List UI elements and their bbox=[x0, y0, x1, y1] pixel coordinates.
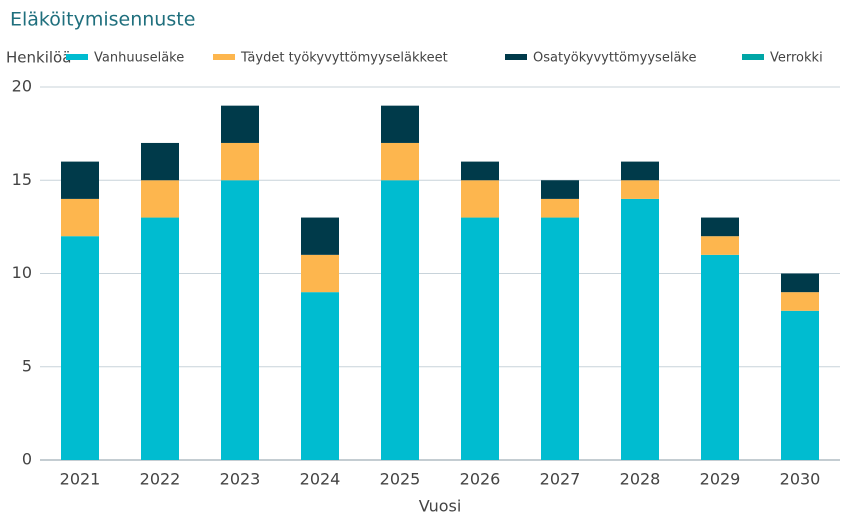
bar-segment bbox=[781, 292, 819, 311]
bar-segment bbox=[381, 142, 419, 181]
legend-label: Täydet työkyvyttömyyseläkkeet bbox=[240, 51, 448, 66]
chart-title: Eläköitymisennuste bbox=[10, 9, 195, 31]
legend-swatch bbox=[742, 54, 764, 60]
y-tick-label: 0 bbox=[22, 450, 32, 469]
bar-segment bbox=[781, 273, 819, 293]
x-tick-label: 2028 bbox=[620, 470, 661, 489]
bar-segment bbox=[701, 217, 739, 237]
bar-segment bbox=[61, 236, 99, 460]
bar-segment bbox=[781, 310, 819, 460]
bar-segment bbox=[221, 105, 259, 143]
bar-segment bbox=[301, 254, 339, 293]
bar-segment bbox=[141, 217, 179, 460]
legend-swatch bbox=[505, 54, 527, 60]
bar-segment bbox=[381, 105, 419, 143]
bar-segment bbox=[141, 180, 179, 218]
bar-segment bbox=[621, 161, 659, 181]
legend-label: Vanhuuseläke bbox=[94, 51, 184, 66]
x-tick-label: 2023 bbox=[220, 470, 261, 489]
bar-segment bbox=[701, 254, 739, 460]
bar-segment bbox=[301, 292, 339, 460]
x-tick-label: 2025 bbox=[380, 470, 421, 489]
x-tick-label: 2030 bbox=[780, 470, 821, 489]
bar-segment bbox=[541, 198, 579, 218]
x-axis-label: Vuosi bbox=[419, 497, 462, 516]
bar-segment bbox=[61, 161, 99, 199]
bar-segment bbox=[621, 180, 659, 199]
y-axis-label: Henkilöä bbox=[6, 49, 71, 67]
bar-segment bbox=[221, 142, 259, 181]
bar-segment bbox=[221, 180, 259, 460]
legend-label: Osatyökyvyttömyyseläke bbox=[533, 51, 696, 66]
x-tick-label: 2026 bbox=[460, 470, 501, 489]
x-tick-label: 2021 bbox=[60, 470, 101, 489]
bar-segment bbox=[701, 236, 739, 255]
bar-segment bbox=[381, 180, 419, 460]
bar-segment bbox=[461, 217, 499, 460]
legend-swatch bbox=[66, 54, 88, 60]
bar-segment bbox=[461, 180, 499, 218]
x-tick-label: 2022 bbox=[140, 470, 181, 489]
legend-swatch bbox=[213, 54, 235, 60]
y-tick-label: 5 bbox=[22, 356, 32, 375]
y-tick-label: 10 bbox=[12, 263, 32, 282]
bar-segment bbox=[541, 217, 579, 460]
bar-segment bbox=[61, 198, 99, 237]
bar-segment bbox=[141, 142, 179, 181]
legend-label: Verrokki bbox=[770, 51, 823, 66]
x-tick-label: 2024 bbox=[300, 470, 341, 489]
y-tick-label: 15 bbox=[12, 170, 32, 189]
x-tick-label: 2027 bbox=[540, 470, 581, 489]
bar-segment bbox=[461, 161, 499, 181]
bar-segment bbox=[301, 217, 339, 255]
y-tick-label: 20 bbox=[12, 77, 32, 96]
x-tick-label: 2029 bbox=[700, 470, 741, 489]
bar-segment bbox=[541, 180, 579, 199]
bar-segment bbox=[621, 198, 659, 460]
